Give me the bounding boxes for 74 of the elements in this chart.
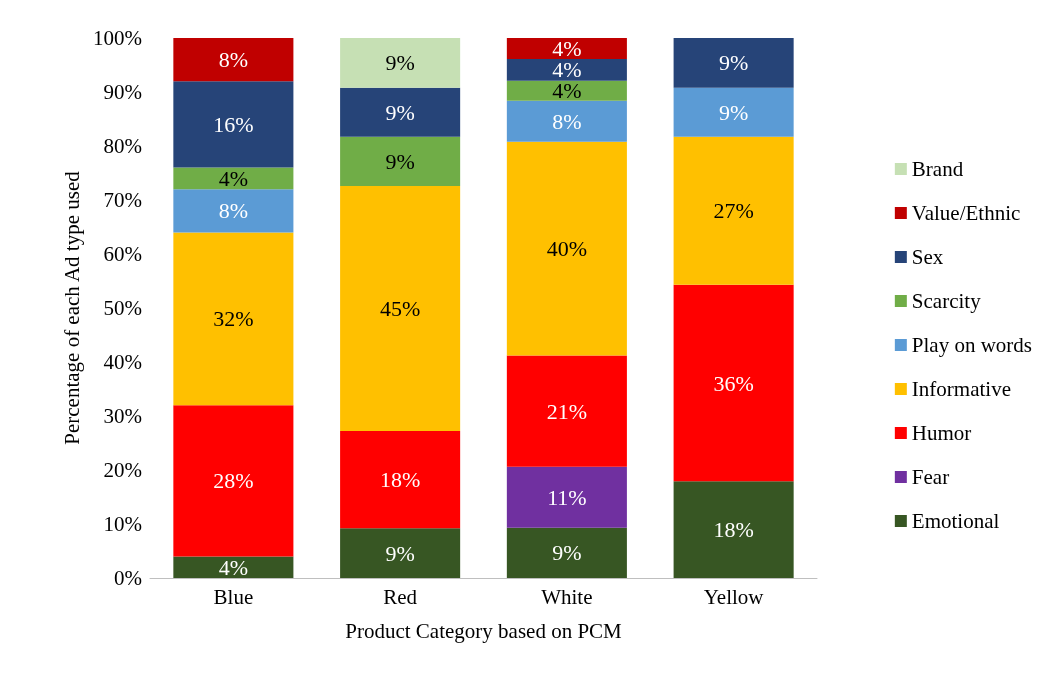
bar [506, 527, 627, 578]
x-tick-label: Red [383, 584, 418, 609]
bar [340, 528, 461, 578]
bar [506, 38, 627, 60]
data-label: 8% [552, 108, 582, 134]
x-tick-label: Blue [213, 584, 254, 609]
bar [506, 100, 627, 142]
y-tick-label: 60% [103, 242, 142, 266]
data-label: 9% [718, 99, 749, 125]
data-label: 27% [713, 198, 754, 224]
y-tick-label: 50% [103, 296, 142, 320]
data-label: 9% [385, 99, 415, 125]
bar [173, 189, 294, 233]
y-tick-label: 70% [103, 188, 142, 212]
bar [506, 141, 627, 356]
data-label: 9% [552, 540, 582, 566]
data-label: 40% [546, 236, 588, 262]
bar [673, 136, 794, 285]
legend-label: Informative [911, 377, 1011, 401]
data-label: 4% [218, 165, 249, 191]
data-label: 4% [218, 554, 249, 580]
data-label: 9% [718, 50, 749, 76]
y-tick-label: 30% [103, 404, 142, 428]
y-tick-label: 40% [103, 350, 142, 374]
bar [506, 466, 627, 528]
bar [506, 355, 627, 467]
bar [340, 87, 461, 137]
x-tick-label: Yellow [703, 584, 765, 609]
y-tick-label: 80% [103, 134, 142, 158]
data-label: 11% [547, 484, 587, 510]
bar [340, 38, 461, 88]
bar [173, 232, 294, 406]
legend-label: Brand [911, 157, 964, 181]
bar [673, 87, 794, 137]
data-label: 36% [713, 370, 754, 396]
y-tick-label: 0% [114, 566, 142, 590]
data-label: 9% [385, 50, 415, 76]
x-axis-title: Product Category based on PCM [345, 618, 623, 643]
bar [173, 405, 294, 557]
data-label: 45% [379, 296, 421, 322]
data-label: 8% [218, 47, 249, 73]
data-label: 21% [546, 398, 588, 424]
bar [506, 59, 627, 81]
y-tick-label: 100% [93, 26, 142, 50]
bar [673, 481, 794, 578]
data-label: 18% [713, 517, 754, 543]
x-tick-label: White [541, 584, 593, 609]
bar [673, 38, 794, 88]
bar [340, 431, 461, 529]
bar [340, 185, 461, 432]
bar [506, 80, 627, 101]
legend-label: Emotional [911, 509, 1000, 533]
data-label: 9% [385, 148, 415, 174]
y-tick-label: 20% [103, 458, 142, 482]
legend-label: Humor [911, 421, 972, 445]
bar [673, 284, 794, 482]
y-tick-label: 10% [103, 512, 142, 536]
legend-label: Value/Ethnic [911, 201, 1021, 225]
data-label: 32% [213, 306, 254, 332]
y-axis-title: Percentage of each Ad type used [59, 170, 84, 445]
bar [340, 136, 461, 186]
bar [173, 38, 294, 82]
legend-label: Sex [911, 245, 944, 269]
bar [173, 556, 294, 578]
data-label: 8% [218, 198, 249, 224]
data-label: 28% [213, 468, 254, 494]
legend-label: Scarcity [911, 289, 982, 313]
data-label: 18% [379, 467, 421, 493]
data-label: 9% [385, 540, 415, 566]
legend-label: Fear [911, 465, 950, 489]
y-tick-label: 90% [103, 80, 142, 104]
legend-label: Play on words [911, 333, 1033, 357]
data-label: 16% [213, 111, 254, 137]
bar [173, 81, 294, 168]
